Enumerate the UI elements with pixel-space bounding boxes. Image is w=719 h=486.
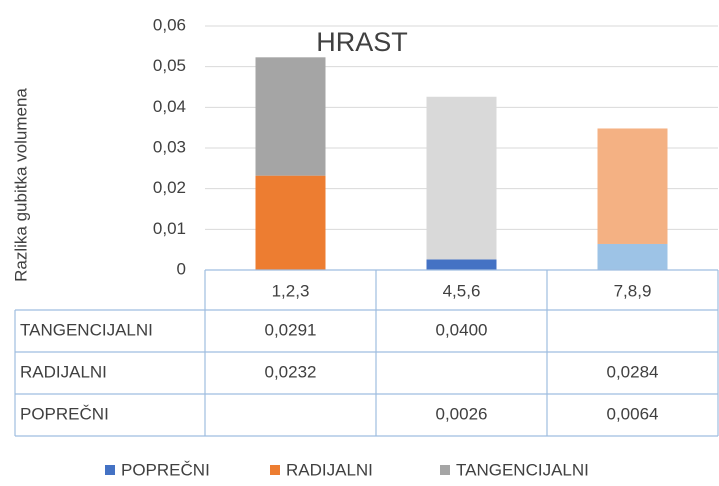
table-row-label: TANGENCIJALNI	[20, 320, 153, 339]
table-value: 0,0291	[265, 320, 317, 339]
bar-segment	[597, 128, 668, 244]
table-value: 0,0284	[607, 362, 659, 381]
y-tick-label: 0,06	[153, 15, 186, 34]
table-value: 0,0026	[436, 404, 488, 423]
table-row-label: POPREČNI	[20, 404, 109, 423]
legend-swatch	[105, 465, 115, 475]
bar-segment	[426, 96, 497, 260]
y-tick-label: 0,04	[153, 97, 186, 116]
x-tick-label: 1,2,3	[272, 281, 310, 300]
x-tick-label: 7,8,9	[614, 281, 652, 300]
legend-label: TANGENCIJALNI	[456, 460, 589, 479]
chart-title: HRAST	[316, 27, 408, 57]
legend-label: RADIJALNI	[286, 460, 373, 479]
table-value: 0,0064	[607, 404, 659, 423]
table-value: 0,0400	[436, 320, 488, 339]
y-tick-label: 0,02	[153, 178, 186, 197]
legend-label: POPREČNI	[121, 460, 210, 479]
bar-segment	[597, 243, 668, 270]
y-tick-label: 0,03	[153, 137, 186, 156]
y-tick-label: 0,01	[153, 219, 186, 238]
y-tick-label: 0	[177, 259, 186, 278]
x-tick-label: 4,5,6	[443, 281, 481, 300]
legend-swatch	[440, 465, 450, 475]
table-row-label: RADIJALNI	[20, 362, 107, 381]
table-value: 0,0232	[265, 362, 317, 381]
bar-segment	[255, 57, 326, 176]
y-tick-label: 0,05	[153, 56, 186, 75]
legend-swatch	[270, 465, 280, 475]
y-axis-label: Razlika gubitka volumena	[11, 88, 30, 282]
bar-segment	[426, 259, 497, 270]
bar-segment	[255, 175, 326, 270]
